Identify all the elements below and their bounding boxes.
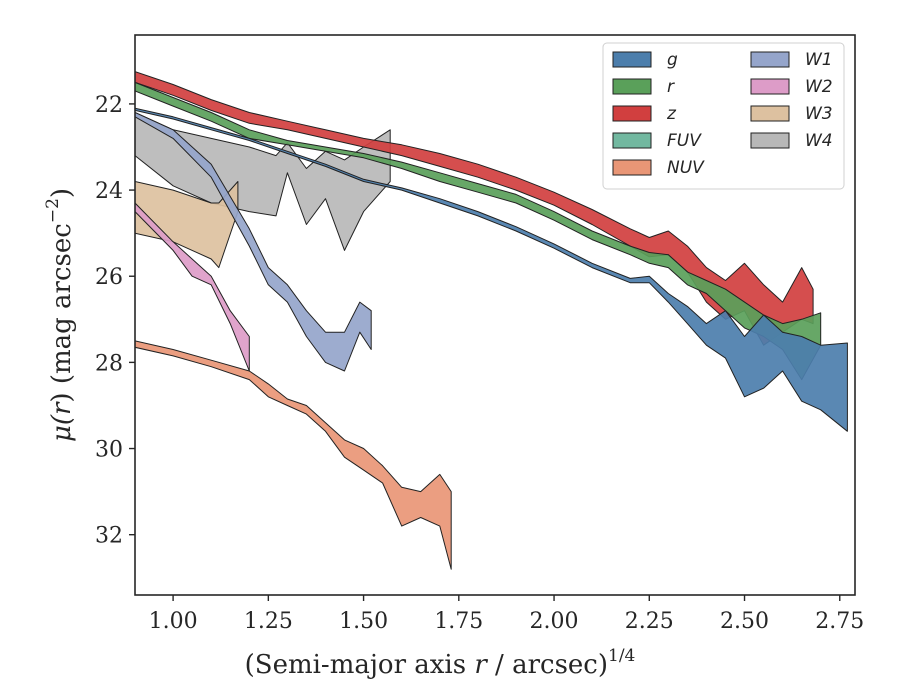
legend-label-w3: W3: [805, 104, 833, 124]
y-axis-label: μ(r) (mag arcsec−2): [43, 188, 77, 442]
band-nuv: [135, 340, 452, 570]
legend-label-r: r: [667, 77, 675, 97]
x-tick-label: 2.25: [625, 609, 674, 634]
x-tick-label: 1.50: [339, 609, 388, 634]
legend-label-g: g: [667, 50, 678, 70]
legend: grz FUV NUV W1 W2 W3 W4: [602, 42, 845, 190]
legend-label-nuv: NUV: [667, 158, 705, 178]
y-tick-label: 24: [95, 179, 123, 204]
legend-label-w4: W4: [805, 131, 833, 151]
legend-swatch-z: [612, 105, 652, 122]
y-tick-label: 30: [95, 438, 123, 463]
y-tick-label: 22: [95, 93, 123, 118]
y-axis-ticks: 22 24 26 28 30 32: [95, 93, 135, 549]
y-tick-label: 28: [95, 351, 123, 376]
x-axis-label: (Semi-major axis r / arcsec)1/4: [245, 646, 636, 680]
legend-label-z: z: [666, 104, 677, 124]
legend-swatch-r: [612, 78, 652, 95]
legend-swatch-w4: [750, 132, 790, 149]
legend-label-fuv: FUV: [667, 131, 702, 151]
x-tick-label: 1.25: [244, 609, 293, 634]
x-tick-label: 1.00: [149, 609, 198, 634]
legend-swatch-fuv: [612, 132, 652, 149]
y-tick-label: 32: [95, 524, 123, 549]
x-tick-label: 1.75: [434, 609, 483, 634]
legend-swatch-w3: [750, 105, 790, 122]
profile-bands: [135, 71, 848, 570]
legend-swatch-w2: [750, 78, 790, 95]
band-g: [135, 107, 848, 432]
y-tick-label: 26: [95, 265, 123, 290]
legend-swatch-nuv: [612, 159, 652, 176]
legend-label-w2: W2: [805, 77, 833, 97]
legend-label-w1: W1: [805, 50, 833, 70]
band-w1: [135, 112, 372, 372]
legend-swatch-g: [612, 51, 652, 68]
x-tick-label: 2.75: [815, 609, 864, 634]
legend-swatch-w1: [750, 51, 790, 68]
x-tick-label: 2.00: [530, 609, 579, 634]
x-axis-ticks: 1.00 1.25 1.50 1.75 2.00 2.25 2.50 2.75: [149, 595, 864, 634]
x-tick-label: 2.50: [720, 609, 769, 634]
plot-frame: [134, 34, 856, 596]
